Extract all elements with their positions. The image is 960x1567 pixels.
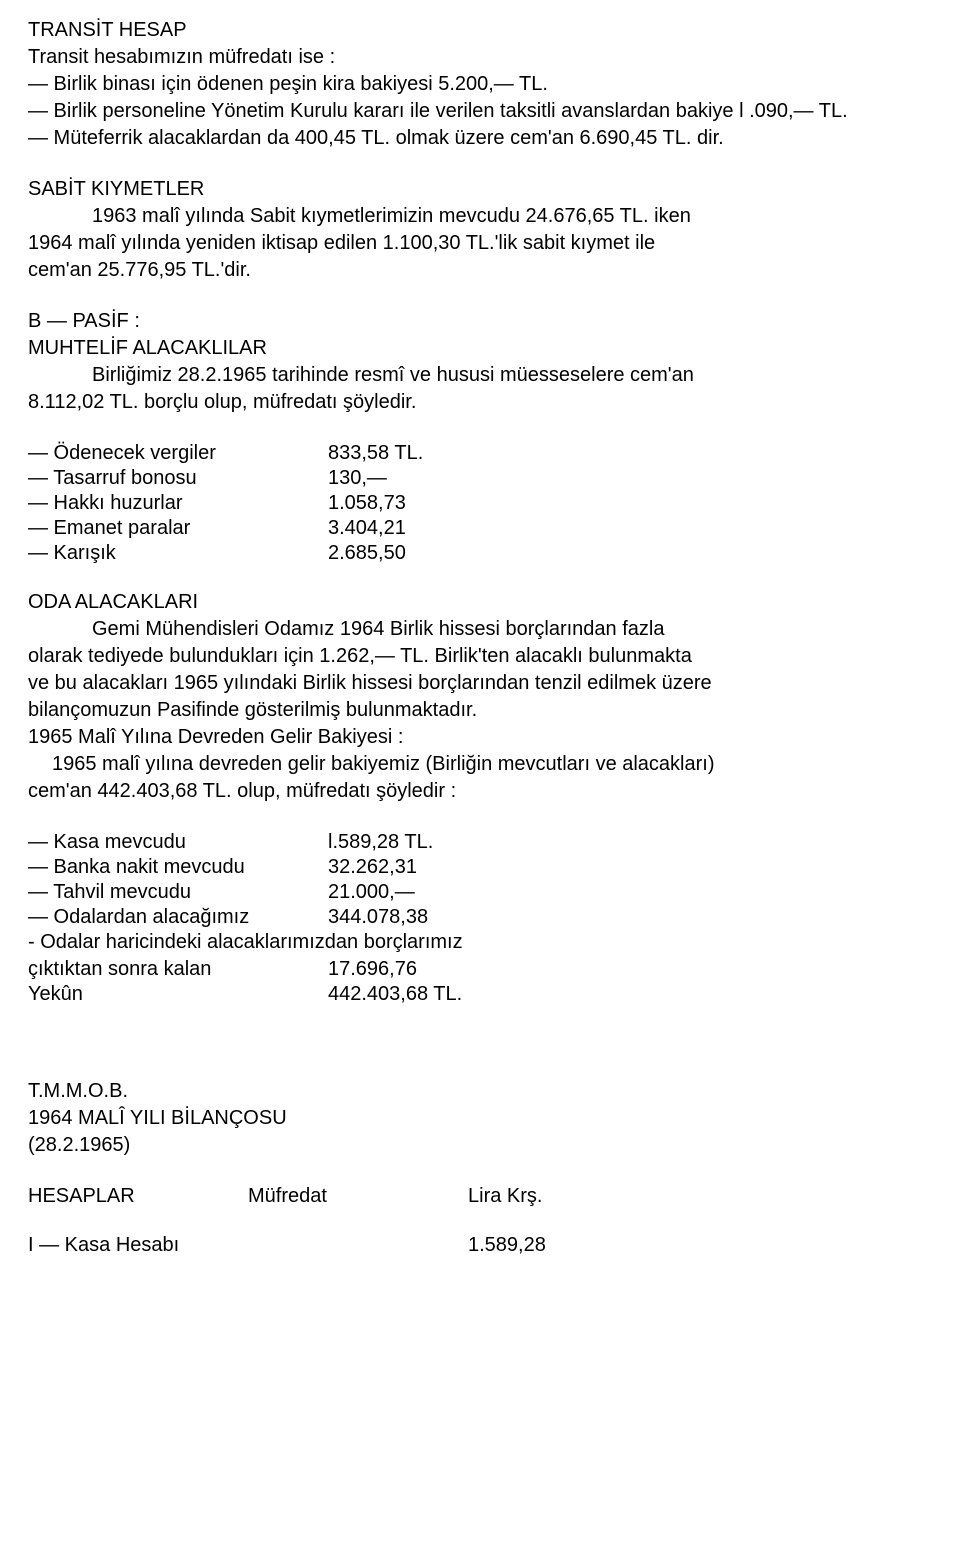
pasif-item-value: 2.685,50 [328, 541, 406, 566]
section-transit-item: — Birlik personeline Yönetim Kurulu kara… [28, 99, 932, 124]
bilanco-header-row: HESAPLAR Müfredat Lira Krş. [28, 1184, 932, 1209]
oda-item-label: — Odalardan alacağımız [28, 905, 328, 930]
pasif-item-row: — Karışık 2.685,50 [28, 541, 932, 566]
bilanco-title: 1964 MALÎ YILI BİLANÇOSU [28, 1106, 932, 1131]
oda-item-value: 21.000,— [328, 880, 415, 905]
oda-item-value: 344.078,38 [328, 905, 428, 930]
section-oda-body: ve bu alacakları 1965 yılındaki Birlik h… [28, 671, 932, 696]
pasif-item-row: — Tasarruf bonosu 130,— [28, 466, 932, 491]
pasif-item-value: 833,58 TL. [328, 441, 423, 466]
pasif-item-row: — Hakkı huzurlar 1.058,73 [28, 491, 932, 516]
oda-total-value: 442.403,68 TL. [328, 982, 462, 1007]
bilanco-row-c2 [248, 1233, 468, 1258]
spacer [28, 1031, 932, 1055]
section-sabit-body: cem'an 25.776,95 TL.'dir. [28, 258, 932, 283]
spacer [28, 806, 932, 830]
spacer [28, 1007, 932, 1031]
section-transit-intro: Transit hesabımızın müfredatı ise : [28, 45, 932, 70]
spacer [28, 566, 932, 590]
pasif-item-row: — Ödenecek vergiler 833,58 TL. [28, 441, 932, 466]
section-oda-body: bilançomuzun Pasifinde gösterilmiş bulun… [28, 698, 932, 723]
oda-item-row: — Kasa mevcudu l.589,28 TL. [28, 830, 932, 855]
oda-item-row: — Odalardan alacağımız 344.078,38 [28, 905, 932, 930]
pasif-item-label: — Karışık [28, 541, 328, 566]
oda-total-label: Yekûn [28, 982, 328, 1007]
section-sabit-body: 1964 malî yılında yeniden iktisap edilen… [28, 231, 932, 256]
pasif-item-label: — Ödenecek vergiler [28, 441, 328, 466]
pasif-item-value: 1.058,73 [328, 491, 406, 516]
section-transit-item: — Birlik binası için ödenen peşin kira b… [28, 72, 932, 97]
section-sabit-title: SABİT KIYMETLER [28, 177, 932, 202]
spacer [28, 1160, 932, 1184]
section-sabit-body: 1963 malî yılında Sabit kıymetlerimizin … [28, 204, 932, 229]
section-pasif-body: Birliğimiz 28.2.1965 tarihinde resmî ve … [28, 363, 932, 388]
pasif-item-label: — Emanet paralar [28, 516, 328, 541]
section-transit-title: TRANSİT HESAP [28, 18, 932, 43]
oda-total-row: Yekûn 442.403,68 TL. [28, 982, 932, 1007]
spacer [28, 285, 932, 309]
bilanco-header-c3: Lira Krş. [468, 1184, 542, 1209]
section-pasif-title: B — PASİF : [28, 309, 932, 334]
oda-extra-row: çıktıktan sonra kalan 17.696,76 [28, 957, 932, 982]
spacer [28, 1209, 932, 1233]
pasif-item-label: — Tasarruf bonosu [28, 466, 328, 491]
pasif-item-label: — Hakkı huzurlar [28, 491, 328, 516]
oda-item-value: 32.262,31 [328, 855, 417, 880]
oda-extra-label: çıktıktan sonra kalan [28, 957, 328, 982]
pasif-item-row: — Emanet paralar 3.404,21 [28, 516, 932, 541]
bilanco-row-c1: I — Kasa Hesabı [28, 1233, 248, 1258]
pasif-item-value: 3.404,21 [328, 516, 406, 541]
section-oda-sub2: cem'an 442.403,68 TL. olup, müfredatı şö… [28, 779, 932, 804]
section-transit-item: — Müteferrik alacaklardan da 400,45 TL. … [28, 126, 932, 151]
bilanco-date: (28.2.1965) [28, 1133, 932, 1158]
bilanco-row-c3: 1.589,28 [468, 1233, 546, 1258]
oda-extra-line: - Odalar haricindeki alacaklarımızdan bo… [28, 930, 932, 955]
spacer [28, 153, 932, 177]
oda-item-row: — Banka nakit mevcudu 32.262,31 [28, 855, 932, 880]
pasif-item-value: 130,— [328, 466, 387, 491]
spacer [28, 1055, 932, 1079]
bilanco-header-c1: HESAPLAR [28, 1184, 248, 1209]
section-pasif-body: 8.112,02 TL. borçlu olup, müfredatı şöyl… [28, 390, 932, 415]
section-pasif-subheading: MUHTELİF ALACAKLILAR [28, 336, 932, 361]
oda-item-row: — Tahvil mevcudu 21.000,— [28, 880, 932, 905]
oda-extra-value: 17.696,76 [328, 957, 417, 982]
spacer [28, 417, 932, 441]
section-oda-title: ODA ALACAKLARI [28, 590, 932, 615]
oda-item-label: — Banka nakit mevcudu [28, 855, 328, 880]
document-page: TRANSİT HESAP Transit hesabımızın müfred… [0, 0, 960, 1298]
bilanco-header-c2: Müfredat [248, 1184, 468, 1209]
section-oda-body: olarak tediyede bulundukları için 1.262,… [28, 644, 932, 669]
section-oda-sub1: 1965 Malî Yılına Devreden Gelir Bakiyesi… [28, 725, 932, 750]
section-oda-sub2: 1965 malî yılına devreden gelir bakiyemi… [28, 752, 932, 777]
bilanco-org: T.M.M.O.B. [28, 1079, 932, 1104]
oda-item-value: l.589,28 TL. [328, 830, 433, 855]
oda-item-label: — Kasa mevcudu [28, 830, 328, 855]
section-oda-body: Gemi Mühendisleri Odamız 1964 Birlik his… [28, 617, 932, 642]
oda-item-label: — Tahvil mevcudu [28, 880, 328, 905]
bilanco-row: I — Kasa Hesabı 1.589,28 [28, 1233, 932, 1258]
